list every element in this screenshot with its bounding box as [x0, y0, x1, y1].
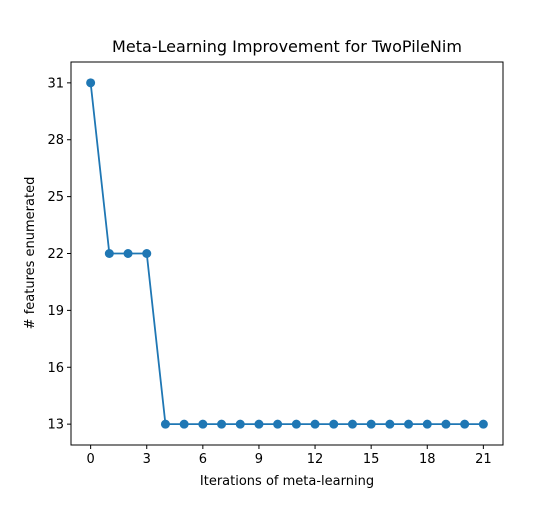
y-tick-label: 28: [47, 133, 64, 148]
data-point: [273, 419, 283, 429]
y-tick-label: 13: [47, 418, 64, 433]
y-tick-label: 25: [47, 190, 64, 205]
data-point: [198, 419, 208, 429]
data-point: [347, 419, 357, 429]
x-tick-label: 21: [475, 452, 492, 467]
data-point: [254, 419, 264, 429]
data-point: [179, 419, 189, 429]
data-point: [160, 419, 170, 429]
plot-area: [70, 61, 504, 446]
data-point: [291, 419, 301, 429]
data-point: [104, 249, 114, 258]
data-point: [441, 419, 451, 429]
y-tick-label: 31: [47, 76, 64, 91]
x-tick-label: 3: [143, 452, 151, 467]
y-tick-label: 19: [47, 304, 64, 319]
data-point: [366, 419, 376, 429]
series-line: [89, 82, 484, 426]
x-tick-label: 9: [255, 452, 263, 467]
x-tick-label: 18: [419, 452, 436, 467]
y-axis-label: # features enumerated: [23, 177, 38, 330]
data-point: [310, 419, 320, 429]
x-tick-label: 15: [363, 452, 380, 467]
data-point: [217, 419, 227, 429]
y-tick-label: 16: [47, 361, 64, 376]
x-axis-ticks: 0 3 6 9 12 15 18 21: [86, 445, 492, 467]
data-point: [235, 419, 245, 429]
data-point: [123, 249, 133, 258]
data-point: [404, 419, 414, 429]
data-point: [422, 419, 432, 429]
data-point: [478, 419, 488, 429]
data-point: [460, 419, 470, 429]
y-axis-ticks: 13 16 19 22 25 28 31: [47, 76, 71, 433]
x-axis-label: Iterations of meta-learning: [200, 474, 374, 489]
y-tick-label: 22: [47, 247, 64, 262]
chart-title: Meta-Learning Improvement for TwoPileNim: [112, 37, 462, 56]
x-tick-label: 6: [199, 452, 207, 467]
data-point: [142, 249, 152, 258]
data-point: [385, 419, 395, 429]
data-point: [329, 419, 339, 429]
x-tick-label: 12: [307, 452, 324, 467]
data-point: [86, 78, 96, 88]
x-tick-label: 0: [86, 452, 94, 467]
